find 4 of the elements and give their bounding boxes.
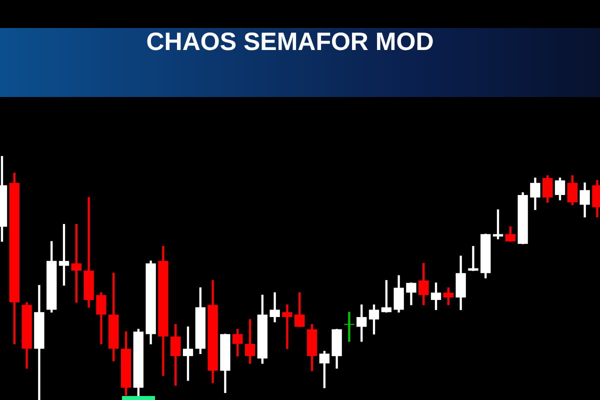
- chart-title: CHAOS SEMAFOR MOD: [145, 28, 435, 58]
- candlestick: [468, 246, 478, 272]
- candlestick: [282, 304, 292, 350]
- candlestick: [344, 312, 354, 342]
